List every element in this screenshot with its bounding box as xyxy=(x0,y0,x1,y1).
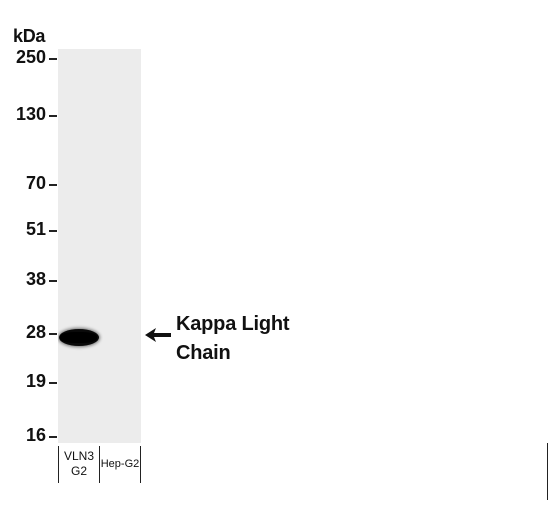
marker-38: 38 xyxy=(25,269,46,289)
marker-51: 51 xyxy=(25,219,46,239)
marker-19-tick xyxy=(49,382,57,384)
marker-51-tick xyxy=(49,230,57,232)
marker-19: 19 xyxy=(25,371,46,391)
marker-28: 28 xyxy=(25,322,46,342)
kappa-light-chain-band-core xyxy=(60,332,97,343)
marker-130-tick xyxy=(49,115,57,117)
marker-28-tick xyxy=(49,333,57,335)
lane-divider-left xyxy=(58,446,59,483)
arrow-left-icon xyxy=(145,328,171,342)
marker-130: 130 xyxy=(15,104,46,124)
marker-38-tick xyxy=(49,280,57,282)
blot-membrane xyxy=(58,49,141,443)
marker-70-tick xyxy=(49,184,57,186)
target-label: Kappa Light Chain xyxy=(176,310,290,368)
lane-label-vln3-g2: VLN3 G2 xyxy=(59,449,99,479)
marker-70: 70 xyxy=(25,173,46,193)
lane-divider-right xyxy=(140,446,141,483)
marker-16-tick xyxy=(49,436,57,438)
target-label-line1: Kappa Light xyxy=(176,313,290,335)
target-label-line2: Chain xyxy=(176,342,231,364)
lane-divider-middle xyxy=(99,446,100,483)
marker-16: 16 xyxy=(25,425,46,445)
unit-label: kDa xyxy=(13,26,46,46)
marker-250-tick xyxy=(49,58,57,60)
marker-250: 250 xyxy=(15,47,46,67)
lane-label-vln3-g2-line2: G2 xyxy=(70,464,87,478)
lane-label-vln3-g2-line1: VLN3 xyxy=(63,449,95,463)
edge-line xyxy=(547,443,548,500)
lane-label-hep-g2: Hep-G2 xyxy=(100,458,140,470)
